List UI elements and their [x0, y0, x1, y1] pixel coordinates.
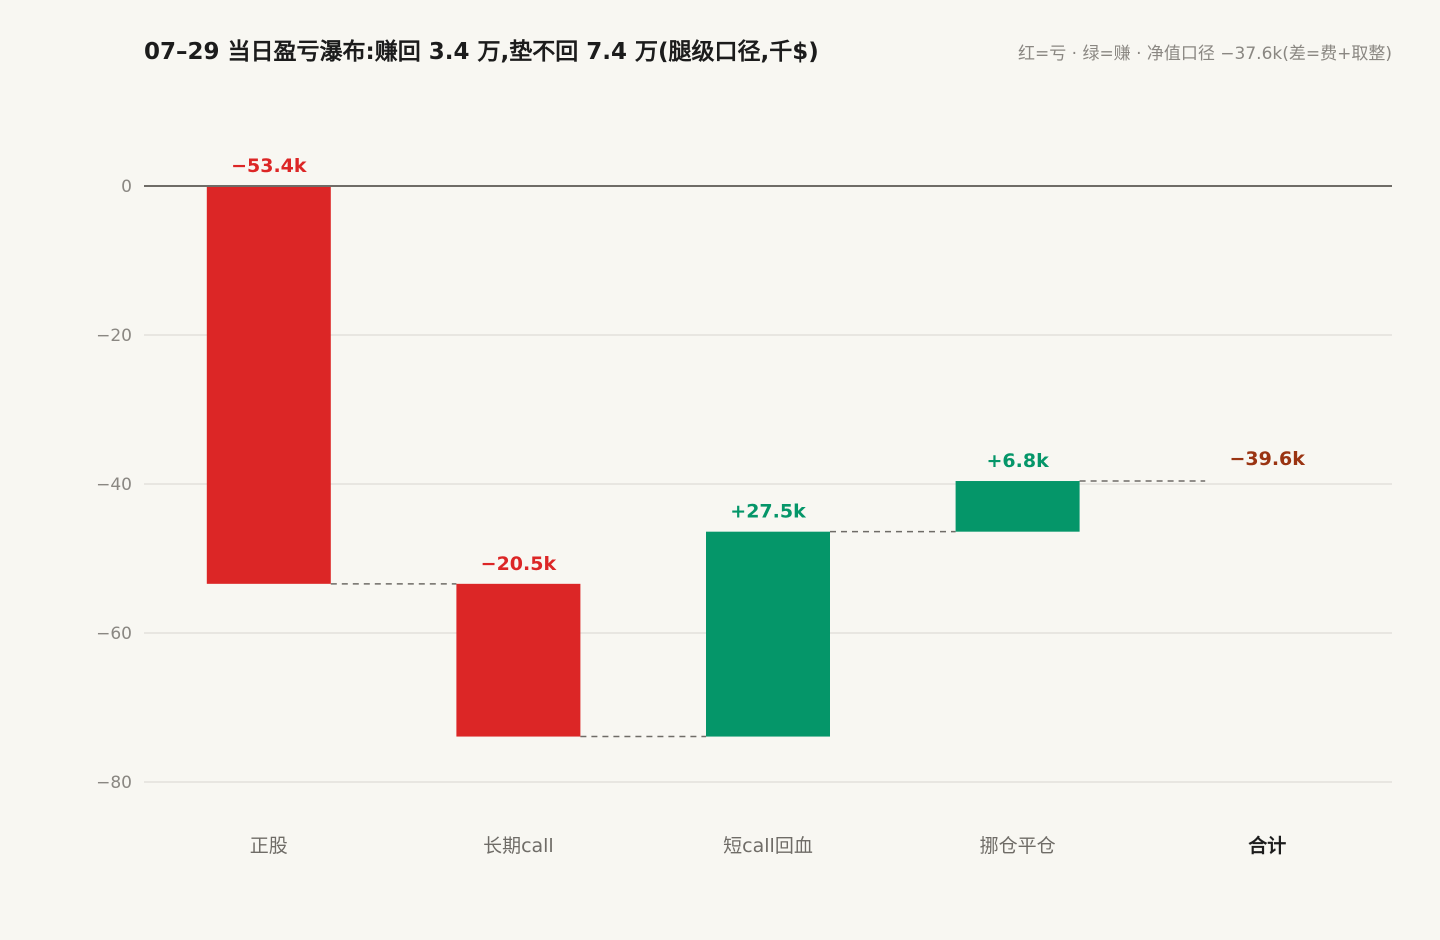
- data-labels: −53.4k −20.5k +27.5k +6.8k −39.6k: [231, 155, 1305, 575]
- chart-subtitle: 红=亏 · 绿=赚 · 净值口径 −37.6k(差=费+取整): [1018, 44, 1392, 64]
- x-category-label: 短call回血: [723, 835, 813, 857]
- y-tick-label: −20: [96, 326, 132, 346]
- bars: [206, 186, 1080, 737]
- bar-gain: [955, 481, 1080, 532]
- y-tick-label: 0: [121, 177, 132, 197]
- bar-gain: [706, 531, 830, 737]
- y-tick-label: −80: [96, 773, 132, 793]
- data-label: −53.4k: [231, 155, 307, 177]
- y-tick-label: −40: [96, 475, 132, 495]
- y-tick-label: −60: [96, 624, 132, 644]
- x-category-label: 挪仓平仓: [980, 835, 1056, 857]
- data-label: −20.5k: [481, 553, 557, 575]
- bar-loss: [206, 186, 331, 584]
- chart-title: 07–29 当日盈亏瀑布:赚回 3.4 万,垫不回 7.4 万(腿级口径,千$): [144, 38, 819, 65]
- data-label: +27.5k: [730, 501, 806, 523]
- x-category-label: 长期call: [483, 835, 554, 857]
- x-category-label: 正股: [250, 835, 288, 857]
- x-category-label-total: 合计: [1248, 834, 1286, 857]
- bar-loss: [456, 583, 581, 737]
- x-axis-categories: 正股 长期call 短call回血 挪仓平仓 合计: [250, 834, 1286, 857]
- data-label: +6.8k: [986, 450, 1049, 472]
- connector-lines: [330, 480, 1206, 738]
- y-axis-ticks: 0 −20 −40 −60 −80: [96, 177, 132, 793]
- data-label-total: −39.6k: [1229, 448, 1305, 470]
